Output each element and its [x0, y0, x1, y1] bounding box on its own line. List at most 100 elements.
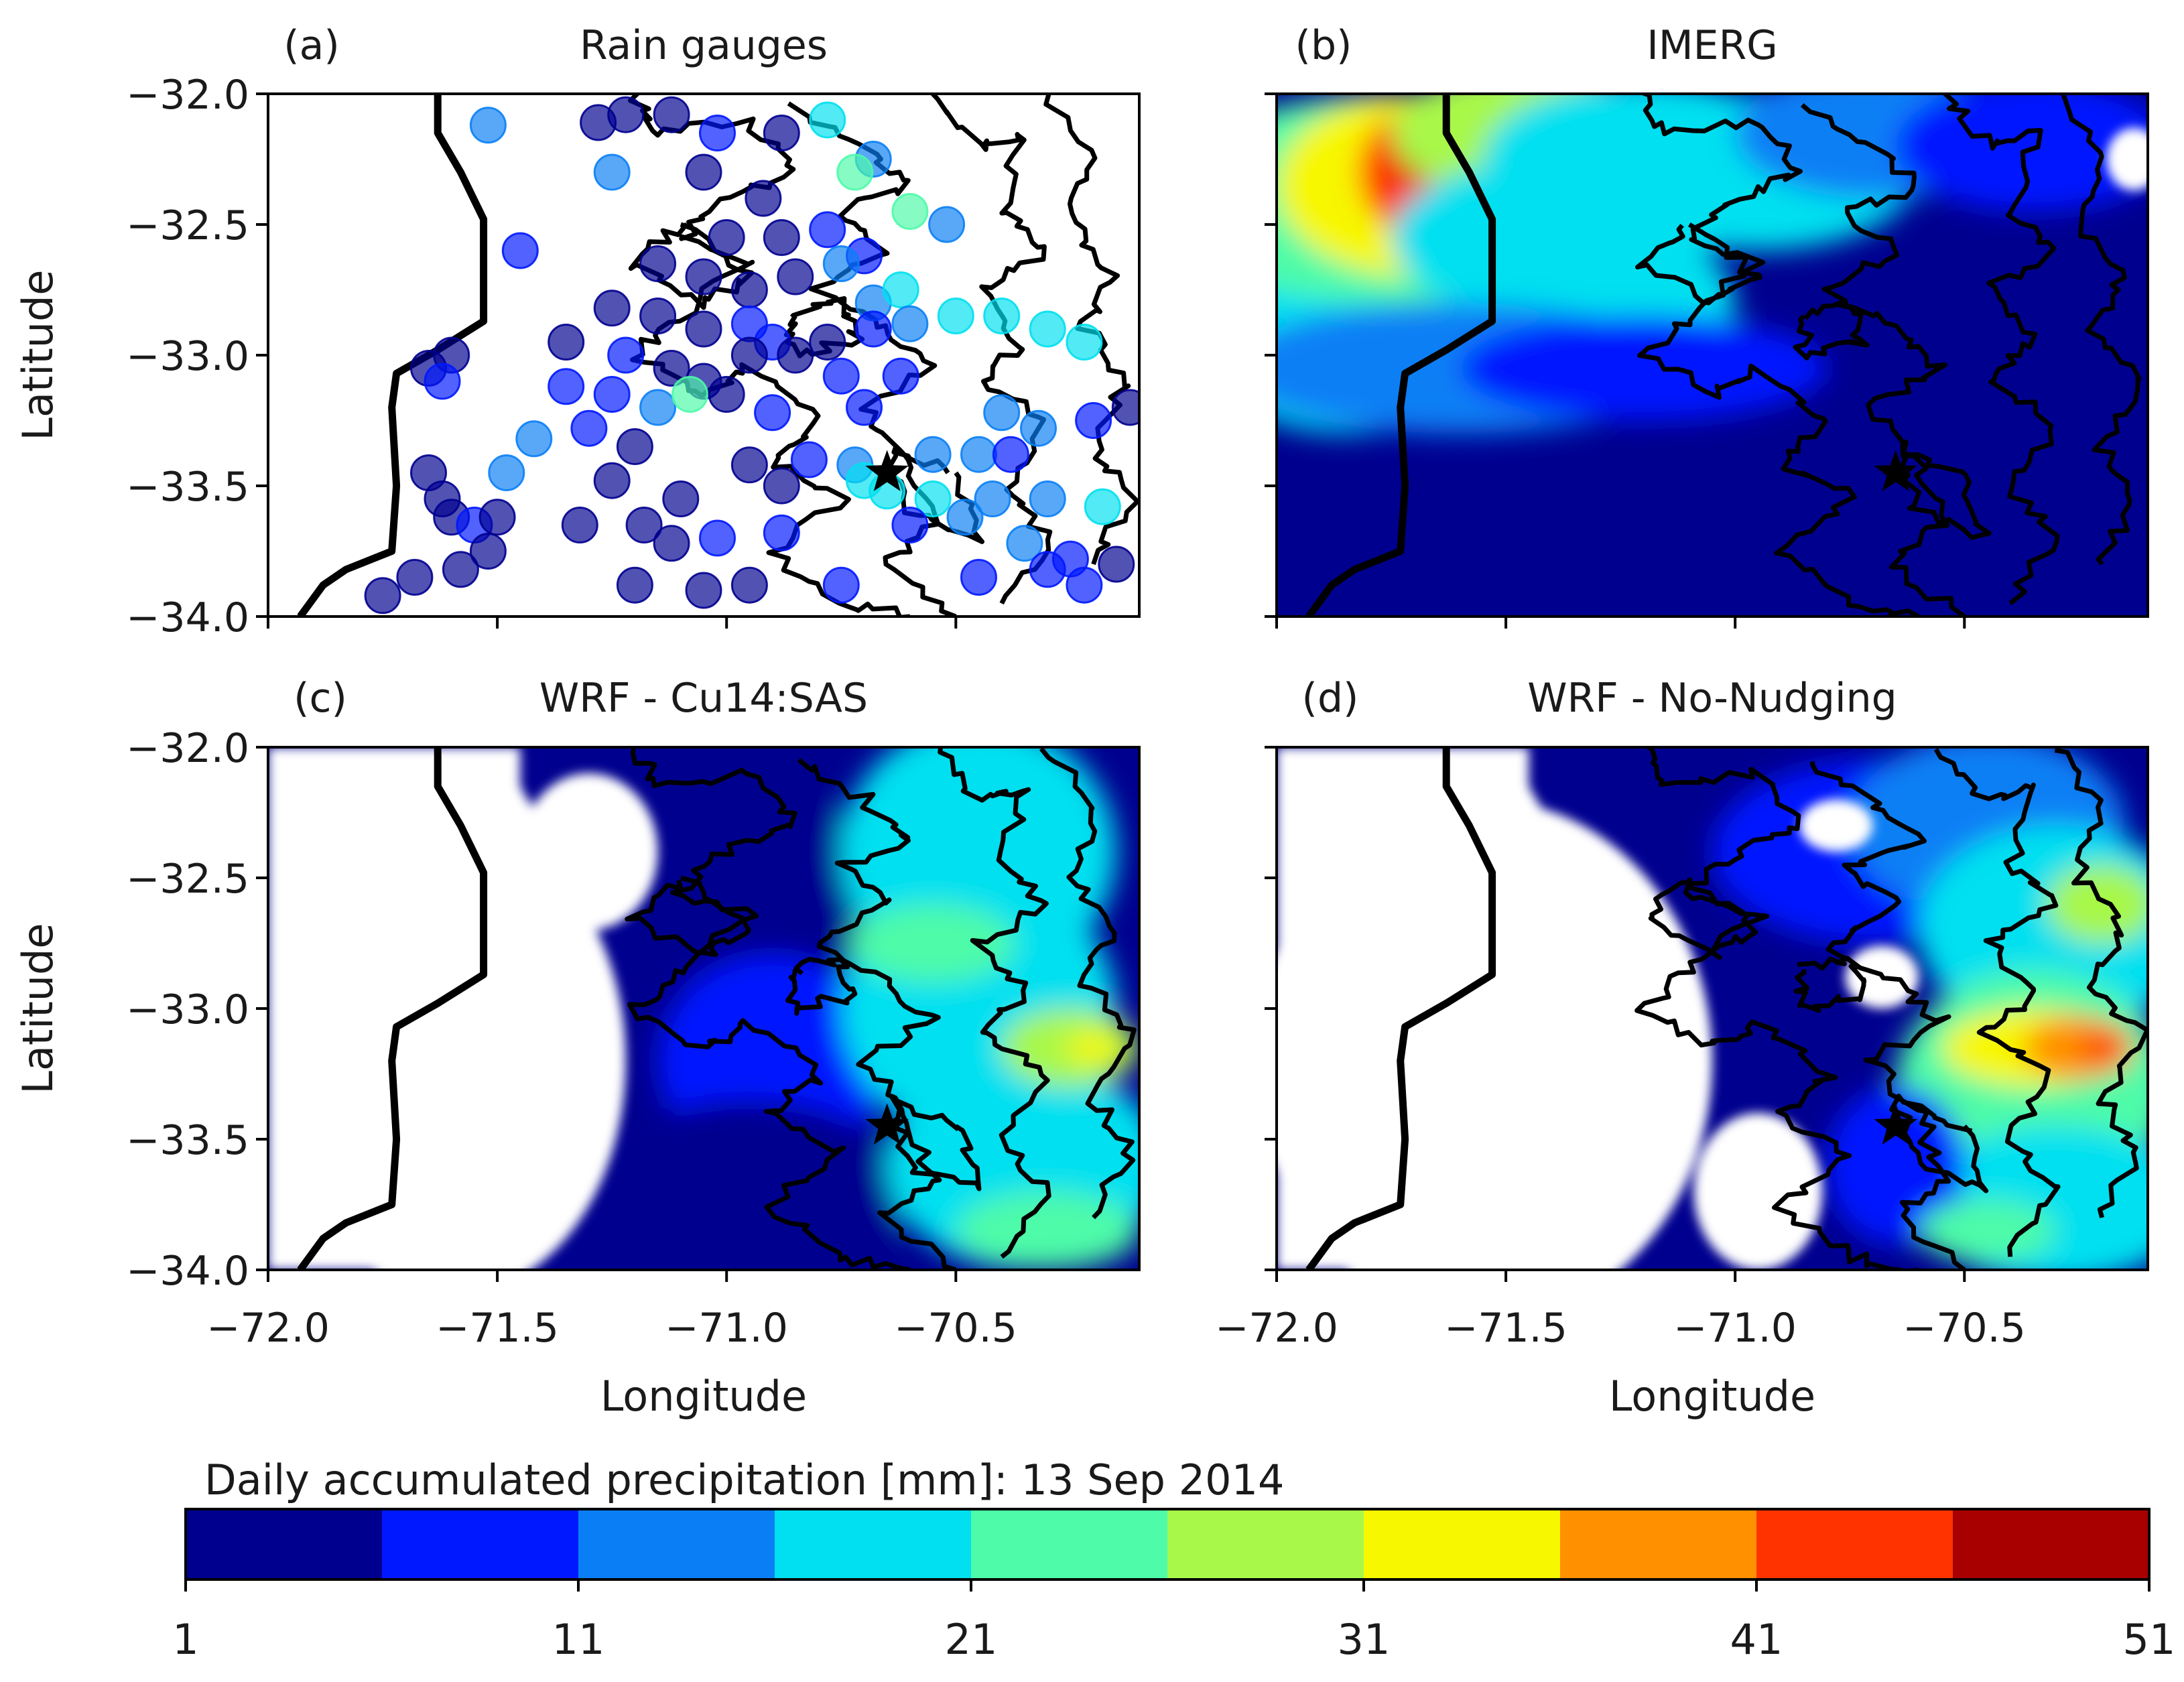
topography-contour [785, 956, 858, 1016]
gauge-marker [763, 219, 800, 256]
coastline [1305, 747, 1496, 1270]
gauge-marker [777, 258, 814, 296]
gauge-marker [809, 101, 846, 139]
colorbar-swatch [186, 1509, 383, 1579]
topography-contour [2061, 94, 2142, 566]
ytick-label: −34.0 [126, 1248, 249, 1295]
gauge-marker [396, 559, 434, 596]
gauge-marker [1111, 389, 1139, 426]
topography-contour [1793, 300, 1870, 361]
gauge-marker [1029, 310, 1066, 348]
gauge-marker [616, 428, 653, 465]
precip-blob [451, 747, 773, 805]
panel-b: (b) IMERG [1275, 22, 2149, 618]
colorbar-swatch [578, 1509, 775, 1579]
colorbar-tick-label: 31 [1338, 1615, 1391, 1664]
colorbar-frame [184, 1508, 2150, 1581]
gauge-marker [548, 368, 585, 405]
panel-d-xlabel: Longitude [1609, 1372, 1815, 1421]
topography-contour [1636, 94, 1920, 617]
panel-b-label: (b) [1295, 22, 1352, 69]
panel-c-label: (c) [294, 675, 347, 722]
precip-blob [1918, 1199, 2057, 1263]
no-rain-layer [268, 747, 658, 1270]
colorbar-swatch [1167, 1509, 1364, 1579]
star-icon [1874, 450, 1917, 491]
gauge-marker [983, 394, 1021, 432]
precip-blob [850, 904, 1016, 982]
topography-contour [1942, 94, 2060, 606]
colorbar-swatch [382, 1509, 579, 1579]
gauge-marker [777, 336, 814, 374]
gauge-marker [653, 96, 690, 133]
gauge-marker [763, 467, 800, 505]
gauge-marker [1075, 402, 1112, 439]
topography-contour [1635, 222, 1762, 306]
colorbar-swatches [186, 1509, 2150, 1579]
gauge-marker [653, 350, 690, 387]
gauge-marker [960, 436, 997, 473]
colorbar-tick-label: 11 [552, 1615, 605, 1664]
gauge-marker [685, 572, 722, 609]
no-rain-layer [1277, 747, 1919, 1270]
gauge-marker [822, 357, 860, 395]
colorbar-tick-label: 51 [2123, 1615, 2176, 1664]
gauge-marker [846, 389, 883, 426]
gauge-marker [625, 507, 663, 543]
gauge-marker [730, 336, 768, 374]
panel-a-title: Rain gauges [580, 22, 828, 69]
no-rain-area [277, 826, 626, 1270]
panel-c-xlabel: Longitude [600, 1372, 807, 1421]
ytick-label: −34.0 [126, 594, 249, 641]
topography-contour [938, 747, 1051, 1259]
ytick-label: −32.0 [126, 72, 249, 119]
no-rain-area [2106, 127, 2148, 191]
topography-contour [1800, 103, 1966, 617]
xtick-label: −70.5 [1903, 1305, 2026, 1352]
ytick-label: −33.5 [126, 1117, 249, 1164]
gauge-marker [891, 193, 929, 230]
topography-contour [1933, 748, 2061, 1257]
topography-contour [1634, 747, 1919, 1270]
panel-d-xaxis: −72.0 −71.5 −71.0 −70.5 [1215, 1305, 2026, 1352]
precip-blob [1066, 1032, 1121, 1063]
colorbar-ticks: 1 11 21 31 41 51 [172, 1615, 2175, 1664]
gauge-marker [946, 499, 984, 536]
no-rain-area [1799, 799, 1873, 852]
panel-a-label: (a) [283, 22, 340, 69]
gauge-marker [809, 211, 846, 249]
gauge-marker [836, 153, 874, 191]
gauge-marker [685, 310, 722, 348]
gauge-marker [639, 389, 677, 426]
gauge-marker [469, 107, 507, 144]
gauge-marker [501, 232, 539, 269]
gauge-marker [1029, 551, 1066, 588]
panel-c-title: WRF - Cu14:SAS [539, 675, 868, 722]
gauge-marker [763, 514, 800, 552]
ytick-label: −33.0 [126, 986, 249, 1033]
gauge-marker [928, 206, 966, 243]
precip-blob [2047, 864, 2148, 944]
colorbar-swatch [1953, 1509, 2150, 1579]
gauge-marker [1020, 409, 1057, 447]
xtick-label: −71.5 [1444, 1305, 1567, 1352]
colorbar-tick-label: 1 [172, 1615, 198, 1664]
colorbar-swatch [1756, 1509, 1953, 1579]
panel-c-markers [865, 1103, 909, 1145]
colorbar-swatch [775, 1509, 972, 1579]
gauge-marker [708, 376, 745, 413]
coastline [297, 94, 488, 617]
gauge-marker [882, 357, 919, 395]
gauge-marker [570, 409, 608, 447]
coastline [297, 747, 488, 1270]
no-rain-area [1277, 799, 1712, 1270]
precip-blob [589, 1100, 910, 1270]
gauge-marker [960, 559, 997, 596]
ytick-label: −32.5 [126, 856, 249, 903]
panel-a: (a) Rain gauges Latitude −32.0 −32.5 −33… [13, 22, 1141, 641]
gauge-marker [662, 480, 700, 517]
star-icon [865, 1103, 909, 1145]
gauge-marker [469, 533, 507, 570]
gauge-marker [1098, 545, 1135, 583]
